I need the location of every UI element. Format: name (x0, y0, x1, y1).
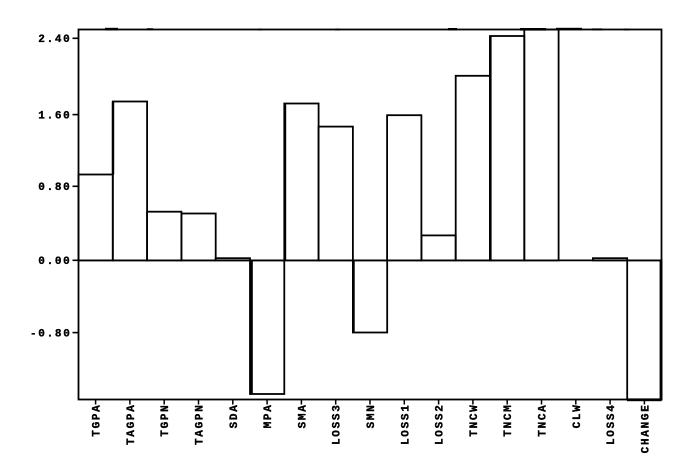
svg-text:SDA: SDA (229, 404, 241, 429)
svg-text:MPA: MPA (263, 404, 275, 429)
svg-text:SMA: SMA (297, 404, 309, 429)
svg-text:CHANGE: CHANGE (640, 404, 652, 454)
svg-text:CLW: CLW (572, 404, 584, 429)
svg-text:-0.80: -0.80 (30, 329, 72, 341)
svg-text:TNCA: TNCA (538, 404, 550, 437)
svg-text:1.60: 1.60 (38, 111, 71, 123)
svg-text:TGPN: TGPN (160, 404, 172, 437)
svg-text:SMN: SMN (366, 404, 378, 429)
svg-text:TGPA: TGPA (92, 404, 104, 437)
svg-text:TNCW: TNCW (469, 404, 481, 437)
svg-text:TNCM: TNCM (503, 404, 515, 437)
svg-text:LOSS2: LOSS2 (435, 404, 447, 446)
svg-text:0.00: 0.00 (38, 256, 71, 268)
svg-text:TAGPN: TAGPN (195, 404, 207, 446)
svg-text:2.40: 2.40 (38, 34, 71, 46)
svg-text:LOSS1: LOSS1 (400, 404, 412, 446)
svg-text:LOSS3: LOSS3 (332, 404, 344, 446)
svg-text:LOSS4: LOSS4 (606, 404, 618, 446)
svg-text:0.80: 0.80 (38, 182, 71, 194)
svg-text:TAGPA: TAGPA (126, 404, 138, 446)
